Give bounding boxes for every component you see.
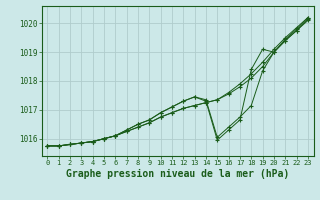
X-axis label: Graphe pression niveau de la mer (hPa): Graphe pression niveau de la mer (hPa)	[66, 169, 289, 179]
